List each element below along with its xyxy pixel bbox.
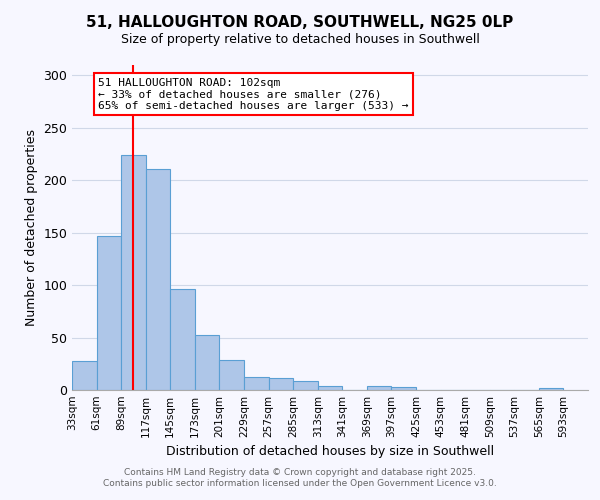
Bar — [195, 336, 220, 390]
Bar — [170, 290, 195, 390]
Bar — [367, 386, 391, 390]
Bar — [539, 388, 563, 390]
Bar — [220, 360, 244, 390]
Bar — [391, 387, 416, 390]
Bar — [318, 386, 342, 390]
Bar — [293, 380, 318, 390]
Text: Contains HM Land Registry data © Crown copyright and database right 2025.
Contai: Contains HM Land Registry data © Crown c… — [103, 468, 497, 487]
Text: 51 HALLOUGHTON ROAD: 102sqm
← 33% of detached houses are smaller (276)
65% of se: 51 HALLOUGHTON ROAD: 102sqm ← 33% of det… — [98, 78, 409, 111]
Bar — [121, 155, 146, 390]
X-axis label: Distribution of detached houses by size in Southwell: Distribution of detached houses by size … — [166, 446, 494, 458]
Bar — [269, 378, 293, 390]
Y-axis label: Number of detached properties: Number of detached properties — [25, 129, 38, 326]
Text: Size of property relative to detached houses in Southwell: Size of property relative to detached ho… — [121, 32, 479, 46]
Text: 51, HALLOUGHTON ROAD, SOUTHWELL, NG25 0LP: 51, HALLOUGHTON ROAD, SOUTHWELL, NG25 0L… — [86, 15, 514, 30]
Bar — [97, 236, 121, 390]
Bar — [146, 169, 170, 390]
Bar — [72, 360, 97, 390]
Bar — [244, 378, 269, 390]
